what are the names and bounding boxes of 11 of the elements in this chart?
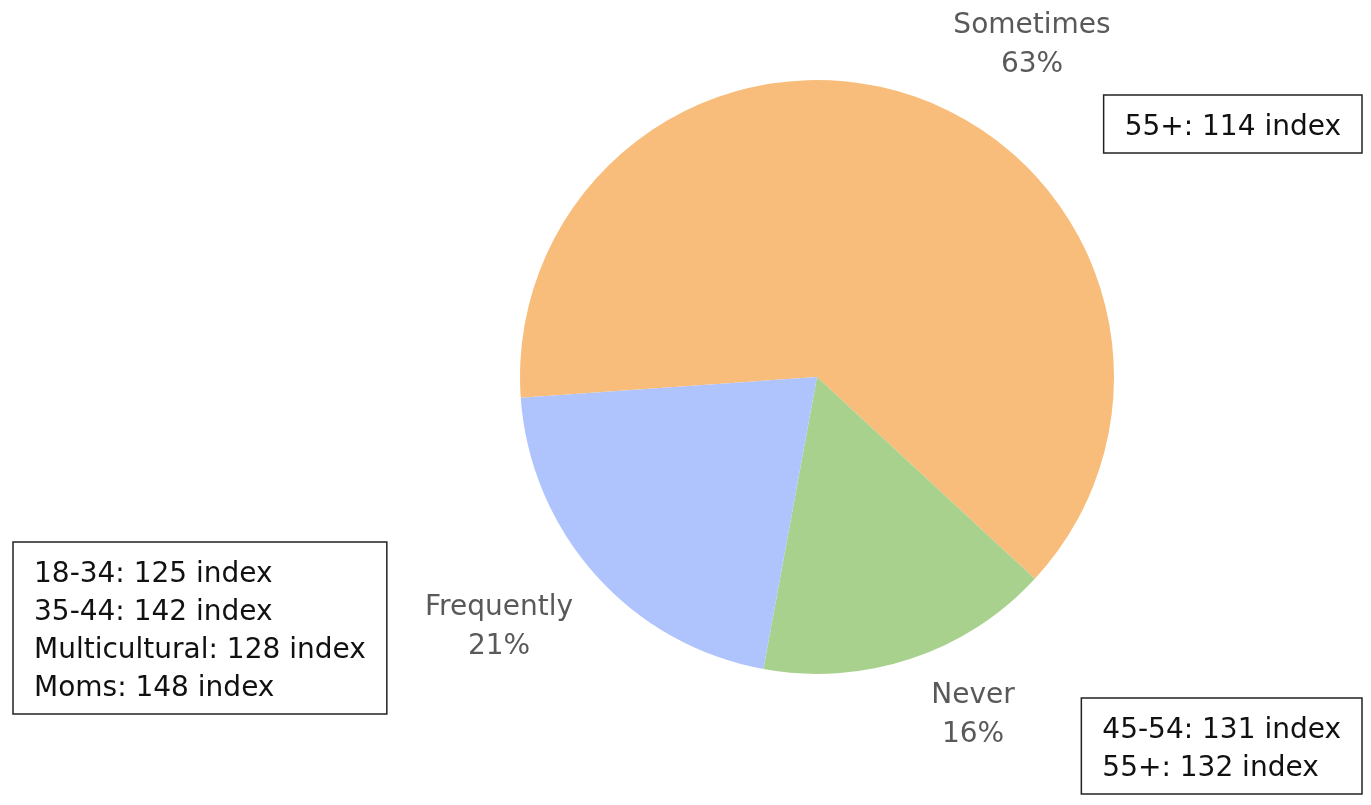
slice-label: Frequently (424, 589, 574, 622)
slice-label: Sometimes (953, 7, 1111, 40)
data-label: 63% (1000, 46, 1064, 79)
pie-slice (763, 377, 1035, 674)
pie-slice (520, 80, 1114, 579)
text: 45-54: 131 index 55+: 132 index (1102, 712, 1341, 783)
text: 55+: 114 index (1124, 109, 1341, 142)
data-label: 16% (941, 716, 1005, 749)
text: 18-34: 125 index 35-44: 142 index Multicultural: 128 index Moms: 148 index (34, 556, 366, 703)
data-label: 21% (467, 628, 531, 661)
slice-label: Never (931, 677, 1016, 710)
